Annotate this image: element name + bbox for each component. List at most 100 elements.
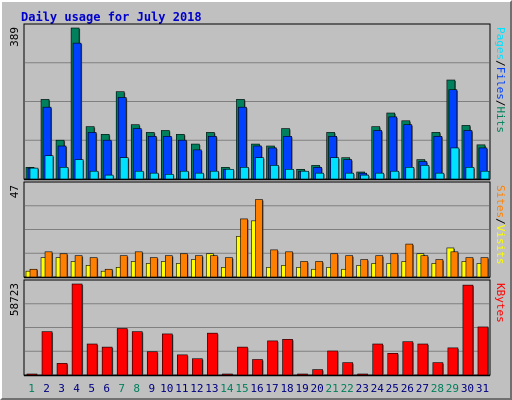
- panel-middle-legend: Sites/Visits: [494, 185, 507, 265]
- day-label: 30: [461, 382, 474, 395]
- files-bar: [373, 130, 383, 180]
- day-label: 15: [235, 382, 248, 395]
- pages-bar: [450, 147, 460, 180]
- kbytes-bar: [161, 333, 173, 376]
- sites-bar: [119, 255, 128, 278]
- sites-bar: [390, 253, 399, 278]
- sites-bar: [300, 261, 308, 278]
- kbytes-bar: [327, 350, 338, 376]
- day-label: 6: [103, 382, 110, 395]
- day-label: 20: [311, 382, 324, 395]
- kbytes-bar: [357, 373, 369, 376]
- day-label: 28: [431, 382, 444, 395]
- sites-bar: [149, 257, 158, 278]
- panel-middle-legend-visits: Visits: [494, 225, 507, 265]
- pages-bar: [180, 170, 189, 180]
- sites-bar: [180, 253, 188, 278]
- files-bar: [388, 116, 398, 180]
- sites-bar: [435, 259, 444, 278]
- day-label: 11: [175, 382, 188, 395]
- day-label: 7: [118, 382, 125, 395]
- day-label: 2: [43, 382, 50, 395]
- panel-top-legend: Pages/Files/Hits: [494, 27, 507, 133]
- day-label: 29: [446, 382, 459, 395]
- kbytes-bar: [387, 353, 399, 376]
- day-label: 12: [190, 382, 203, 395]
- pages-bar: [164, 174, 174, 180]
- sites-bar: [270, 249, 278, 278]
- panel-middle-ymax-label: 47: [8, 185, 21, 198]
- day-label: 1: [28, 382, 35, 395]
- sites-bar: [134, 251, 143, 278]
- sites-bar: [210, 255, 218, 278]
- panel-top-legend-separator: /: [494, 60, 507, 67]
- pages-bar: [59, 167, 69, 180]
- kbytes-bar: [342, 362, 353, 376]
- pages-bar: [480, 170, 490, 180]
- sites-bar: [450, 251, 459, 278]
- pages-bar: [330, 157, 339, 180]
- pages-bar: [255, 157, 264, 180]
- day-label: 24: [371, 382, 385, 395]
- kbytes-bar: [447, 347, 459, 376]
- files-bar: [162, 136, 172, 180]
- sites-bar: [315, 261, 323, 278]
- pages-bar: [74, 159, 84, 180]
- kbytes-bar: [432, 362, 444, 376]
- panel-bottom-legend: KBytes: [494, 283, 507, 323]
- pages-bar: [270, 165, 279, 180]
- sites-bar: [345, 255, 353, 278]
- kbytes-bar: [192, 358, 203, 376]
- pages-bar: [149, 172, 159, 180]
- day-label: 23: [356, 382, 369, 395]
- pages-bar: [89, 170, 99, 180]
- sites-bar: [59, 253, 68, 278]
- kbytes-bar: [41, 331, 53, 376]
- panel-top-legend-files: Files: [494, 67, 507, 100]
- panel-bottom-ymax-label: 58723: [8, 283, 21, 316]
- panel-top-ymax-label: 389: [8, 27, 21, 47]
- day-label: 27: [416, 382, 429, 395]
- kbytes-bar: [56, 363, 68, 376]
- day-label: 22: [341, 382, 354, 395]
- day-label: 14: [220, 382, 234, 395]
- pages-bar: [300, 170, 309, 180]
- kbytes-bar: [312, 369, 323, 376]
- pages-bar: [375, 172, 385, 180]
- kbytes-bar: [402, 341, 414, 376]
- kbytes-bar: [177, 354, 188, 376]
- pages-bar: [210, 170, 219, 180]
- day-label: 13: [205, 382, 218, 395]
- day-label: 25: [386, 382, 399, 395]
- pages-bar: [195, 172, 204, 180]
- kbytes-bar: [101, 346, 113, 376]
- panel-middle-legend-separator: /: [494, 218, 507, 225]
- kbytes-bar: [417, 343, 429, 376]
- sites-bar: [164, 255, 173, 278]
- day-label: 8: [133, 382, 140, 395]
- pages-bar: [44, 155, 54, 180]
- sites-bar: [255, 199, 263, 278]
- panel-top-legend-pages: Pages: [494, 27, 507, 60]
- kbytes-bar: [372, 343, 384, 376]
- kbytes-bar: [282, 339, 293, 376]
- sites-bar: [285, 251, 293, 278]
- kbytes-bar: [86, 343, 98, 376]
- sites-bar: [44, 251, 53, 278]
- sites-bar: [104, 268, 113, 278]
- pages-bar: [134, 170, 144, 180]
- sites-bar: [480, 257, 489, 278]
- day-label: 18: [280, 382, 293, 395]
- pages-bar: [420, 165, 430, 180]
- sites-bar: [420, 255, 429, 278]
- sites-bar: [375, 255, 384, 278]
- files-bar: [433, 136, 443, 180]
- pages-bar: [29, 167, 39, 180]
- kbytes-bar: [297, 373, 308, 376]
- pages-bar: [390, 170, 400, 180]
- sites-bar: [195, 255, 203, 278]
- day-label: 21: [326, 382, 339, 395]
- day-label: 16: [250, 382, 263, 395]
- pages-bar: [405, 167, 415, 180]
- pages-bar: [465, 167, 475, 180]
